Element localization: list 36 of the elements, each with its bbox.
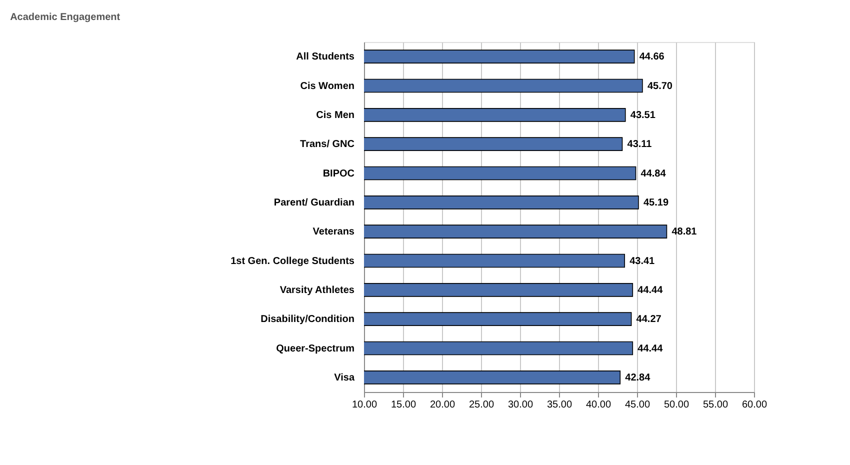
y-tick-label: Cis Men (316, 110, 354, 121)
data-label: 44.44 (638, 284, 664, 296)
y-tick-label: Parent/ Guardian (274, 197, 354, 208)
data-label: 45.19 (643, 197, 669, 208)
x-tick-label: 10.00 (352, 400, 378, 410)
data-label: 45.70 (647, 80, 673, 92)
y-tick-label: Visa (334, 372, 355, 384)
y-tick-label: BIPOC (322, 168, 354, 180)
data-label: 43.41 (630, 256, 656, 267)
x-tick-label: 40.00 (586, 400, 612, 410)
y-tick-label: Disability/Condition (260, 314, 354, 326)
data-label: 42.84 (625, 372, 651, 384)
x-tick-label: 55.00 (702, 400, 728, 410)
data-label: 44.27 (636, 314, 662, 326)
x-tick-label: 35.00 (546, 400, 572, 410)
data-label: 44.84 (640, 168, 666, 180)
data-label: 44.66 (639, 52, 665, 63)
y-tick-label: 1st Gen. College Students (230, 256, 355, 267)
y-tick-label: Veterans (312, 226, 355, 238)
x-tick-label: 60.00 (742, 400, 768, 410)
y-tick-label: Trans/ GNC (300, 139, 354, 150)
data-label: 43.11 (627, 139, 652, 150)
y-tick-label: Cis Women (300, 80, 354, 92)
y-tick-label: Queer-Spectrum (276, 343, 355, 354)
data-label: 44.44 (638, 343, 664, 354)
y-tick-label: Varsity Athletes (280, 284, 355, 296)
x-tick-label: 45.00 (624, 400, 650, 410)
x-tick-label: 50.00 (664, 400, 690, 410)
x-tick-label: 15.00 (390, 400, 416, 410)
x-tick-label: 25.00 (468, 400, 494, 410)
x-tick-label: 20.00 (430, 400, 456, 410)
text: Academic Engagement (10, 12, 121, 23)
data-label: 48.81 (672, 226, 698, 238)
y-tick-label: All Students (296, 52, 355, 63)
data-label: 43.51 (630, 110, 656, 121)
x-tick-label: 30.00 (508, 400, 534, 410)
